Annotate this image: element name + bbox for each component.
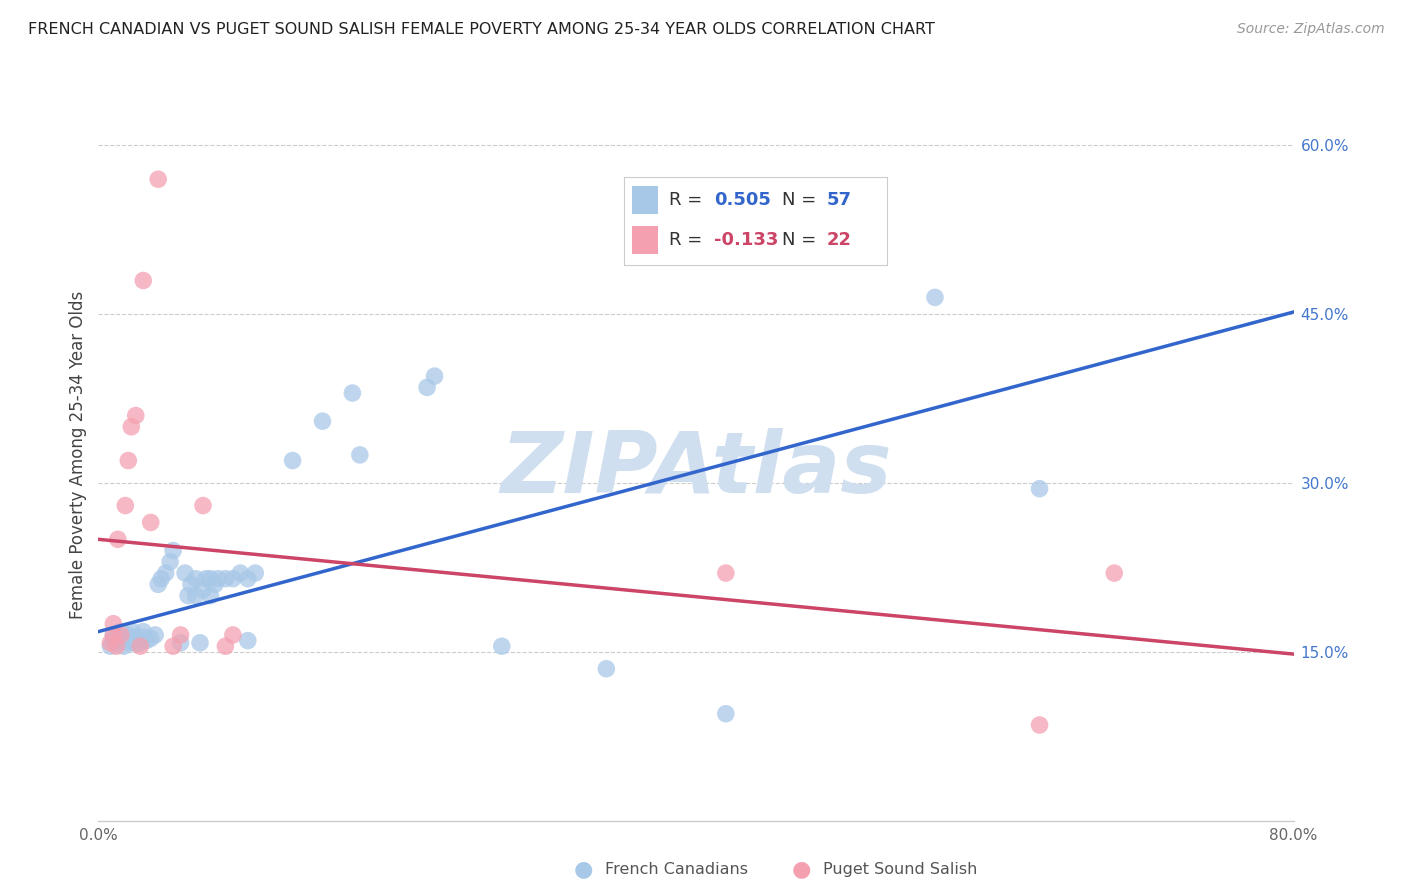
- Text: Puget Sound Salish: Puget Sound Salish: [823, 863, 977, 877]
- Point: [311, 414, 333, 428]
- Text: 0.505: 0.505: [714, 191, 770, 209]
- Point: [112, 639, 135, 653]
- Point: [180, 577, 202, 591]
- Point: [222, 572, 245, 586]
- Point: [110, 628, 132, 642]
- Point: [125, 409, 148, 423]
- Point: [200, 572, 222, 586]
- Point: [184, 572, 207, 586]
- Point: [117, 628, 139, 642]
- Point: [114, 499, 136, 513]
- Bar: [633, 227, 658, 254]
- Point: [98, 636, 122, 650]
- Point: [98, 639, 122, 653]
- Point: [103, 628, 125, 642]
- Point: [103, 633, 125, 648]
- Point: [191, 499, 214, 513]
- Point: [107, 533, 129, 547]
- Point: [121, 624, 143, 639]
- Point: [114, 632, 136, 646]
- Point: [188, 636, 211, 650]
- Point: [281, 453, 304, 467]
- Point: [132, 630, 155, 644]
- Point: [117, 636, 139, 650]
- Point: [148, 577, 170, 591]
- Point: [222, 628, 245, 642]
- Point: [139, 516, 162, 530]
- Point: [110, 633, 132, 648]
- Y-axis label: Female Poverty Among 25-34 Year Olds: Female Poverty Among 25-34 Year Olds: [69, 291, 87, 619]
- Point: [245, 566, 267, 580]
- Point: [194, 572, 218, 586]
- Text: Source: ZipAtlas.com: Source: ZipAtlas.com: [1237, 22, 1385, 37]
- Text: N =: N =: [782, 231, 823, 249]
- Bar: [633, 186, 658, 214]
- Point: [162, 543, 184, 558]
- Point: [125, 637, 148, 651]
- Point: [214, 639, 236, 653]
- Point: [491, 639, 513, 653]
- Point: [177, 589, 200, 603]
- Text: -0.133: -0.133: [714, 231, 778, 249]
- Text: ●: ●: [574, 860, 593, 880]
- Point: [236, 633, 259, 648]
- Point: [129, 636, 152, 650]
- Point: [155, 566, 177, 580]
- Text: ●: ●: [792, 860, 811, 880]
- Text: R =: R =: [669, 191, 709, 209]
- Text: 57: 57: [827, 191, 852, 209]
- Text: R =: R =: [669, 231, 709, 249]
- Point: [207, 572, 229, 586]
- Point: [132, 273, 155, 287]
- Point: [148, 172, 170, 186]
- Point: [125, 630, 148, 644]
- Point: [135, 633, 157, 648]
- Point: [229, 566, 252, 580]
- Point: [169, 636, 191, 650]
- Point: [103, 616, 125, 631]
- Point: [110, 624, 132, 639]
- Point: [200, 589, 222, 603]
- Point: [120, 419, 142, 434]
- Point: [128, 633, 150, 648]
- Point: [214, 572, 236, 586]
- Text: ZIPAtlas: ZIPAtlas: [501, 428, 891, 511]
- Point: [342, 386, 364, 401]
- Point: [714, 706, 737, 721]
- Point: [174, 566, 197, 580]
- Text: N =: N =: [782, 191, 823, 209]
- Text: 22: 22: [827, 231, 852, 249]
- Point: [1028, 718, 1050, 732]
- Point: [184, 589, 207, 603]
- Point: [105, 636, 128, 650]
- Point: [162, 639, 184, 653]
- Point: [105, 639, 128, 653]
- Point: [117, 453, 139, 467]
- Text: French Canadians: French Canadians: [605, 863, 748, 877]
- Point: [132, 624, 155, 639]
- Point: [204, 577, 226, 591]
- Text: FRENCH CANADIAN VS PUGET SOUND SALISH FEMALE POVERTY AMONG 25-34 YEAR OLDS CORRE: FRENCH CANADIAN VS PUGET SOUND SALISH FE…: [28, 22, 935, 37]
- Point: [924, 290, 946, 304]
- Point: [416, 380, 439, 394]
- Point: [107, 630, 129, 644]
- Point: [1104, 566, 1126, 580]
- Point: [423, 369, 446, 384]
- Point: [236, 572, 259, 586]
- Point: [349, 448, 371, 462]
- Point: [1028, 482, 1050, 496]
- Point: [143, 628, 166, 642]
- Point: [191, 582, 214, 597]
- Point: [595, 662, 617, 676]
- Point: [120, 633, 142, 648]
- Point: [129, 639, 152, 653]
- Point: [150, 572, 173, 586]
- Point: [159, 555, 181, 569]
- Point: [139, 632, 162, 646]
- Point: [714, 566, 737, 580]
- Point: [169, 628, 191, 642]
- Point: [103, 628, 125, 642]
